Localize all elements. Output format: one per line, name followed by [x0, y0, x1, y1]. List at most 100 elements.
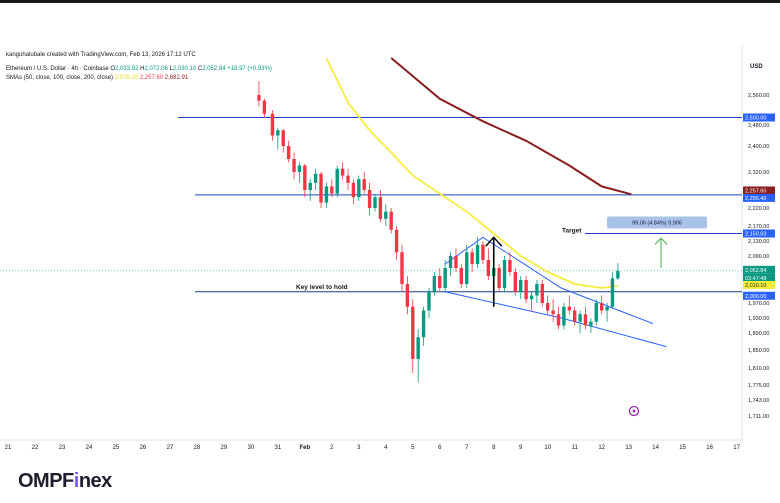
- candle-body-33[interactable]: [438, 276, 442, 288]
- candle-body-60[interactable]: [583, 314, 588, 326]
- y-tick-label-9: 1,930.00: [748, 316, 769, 322]
- x-tick-label-0: 21: [5, 445, 12, 451]
- candle-body-14[interactable]: [335, 168, 339, 194]
- x-tick-label-22: 12: [598, 445, 605, 451]
- price-tag-bg-0: [743, 113, 775, 122]
- y-tick-label-5: 2,170.00: [748, 224, 769, 230]
- candle-body-30[interactable]: [421, 310, 426, 338]
- x-tick-label-1: 22: [32, 445, 39, 451]
- candle-body-11[interactable]: [319, 173, 323, 203]
- candle-body-21[interactable]: [373, 197, 377, 208]
- candle-body-13[interactable]: [330, 186, 334, 194]
- candle-body-15[interactable]: [340, 168, 345, 176]
- legend-sma100: 2,257.60: [139, 75, 164, 81]
- wedge-lower-line: [445, 291, 667, 348]
- candle-body-3[interactable]: [276, 130, 280, 136]
- target-label: Target: [562, 227, 582, 234]
- candle-body-49[interactable]: [524, 280, 528, 300]
- candle-body-66[interactable]: [616, 270, 620, 279]
- candlestick-chart[interactable]: 99.06 (4.84%) 9,906 Target Key level to ho…: [0, 45, 780, 455]
- candle-body-17[interactable]: [351, 182, 356, 198]
- x-tick-label-14: 4: [384, 445, 388, 451]
- candle-body-40[interactable]: [475, 244, 480, 264]
- candle-body-37[interactable]: [459, 268, 464, 284]
- candle-body-55[interactable]: [556, 314, 561, 326]
- candle-body-32[interactable]: [432, 276, 437, 292]
- legend-high: 2,072.06: [144, 66, 168, 72]
- candle-body-64[interactable]: [605, 306, 609, 311]
- candle-body-8[interactable]: [303, 165, 307, 191]
- y-tick-label-0: 2,560.00: [748, 93, 769, 99]
- candle-body-47[interactable]: [513, 272, 518, 292]
- y-tick-label-8: 1,970.00: [748, 301, 769, 307]
- candle-body-54[interactable]: [551, 310, 555, 315]
- candle-body-29[interactable]: [416, 337, 420, 359]
- candle-body-2[interactable]: [270, 113, 275, 136]
- candle-body-7[interactable]: [297, 165, 302, 173]
- legend-open: 2,033.92: [115, 66, 139, 72]
- target-arrow-head: [654, 237, 668, 245]
- candle-body-26[interactable]: [400, 252, 404, 284]
- candle-body-48[interactable]: [519, 280, 523, 292]
- price-tag-label-4: 2,052.84: [745, 268, 766, 274]
- candle-body-24[interactable]: [389, 211, 393, 230]
- chart-area[interactable]: 99.06 (4.84%) 9,906 Target Key level to ho…: [0, 45, 780, 455]
- candle-body-42[interactable]: [486, 260, 491, 276]
- price-tag-label-5: 03:47:48: [745, 276, 766, 282]
- candle-body-23[interactable]: [384, 211, 388, 219]
- candle-body-38[interactable]: [465, 252, 469, 284]
- candle-body-34[interactable]: [443, 268, 447, 288]
- x-tick-label-23: 13: [625, 445, 632, 451]
- candle-body-6[interactable]: [292, 159, 296, 172]
- candle-body-51[interactable]: [535, 284, 539, 296]
- candle-body-56[interactable]: [562, 306, 566, 326]
- candle-body-58[interactable]: [572, 310, 577, 322]
- price-tag-bg-7: [743, 291, 775, 300]
- sma50-line: [325, 57, 619, 289]
- candle-body-39[interactable]: [470, 252, 474, 264]
- candle-body-50[interactable]: [529, 295, 534, 300]
- price-tag-bg-5: [743, 273, 775, 282]
- candle-body-63[interactable]: [599, 303, 604, 311]
- candle-body-59[interactable]: [578, 314, 582, 322]
- candle-body-19[interactable]: [362, 179, 366, 190]
- x-tick-label-7: 28: [194, 445, 201, 451]
- candle-body-36[interactable]: [454, 256, 458, 268]
- candle-body-4[interactable]: [281, 130, 285, 146]
- candle-body-9[interactable]: [308, 182, 312, 190]
- candle-body-25[interactable]: [394, 229, 399, 253]
- candle-body-62[interactable]: [594, 303, 598, 322]
- candle-body-10[interactable]: [313, 173, 318, 183]
- replay-icon[interactable]: [628, 405, 640, 417]
- x-tick-label-26: 16: [706, 445, 713, 451]
- candle-body-22[interactable]: [378, 197, 383, 219]
- measure-box: [607, 216, 707, 229]
- y-tick-label-14: 1,743.00: [748, 398, 769, 404]
- x-tick-label-24: 14: [652, 445, 659, 451]
- candle-body-16[interactable]: [346, 175, 350, 183]
- candle-body-41[interactable]: [481, 244, 485, 260]
- candle-body-46[interactable]: [508, 260, 512, 272]
- candle-body-28[interactable]: [411, 306, 415, 359]
- candle-body-52[interactable]: [540, 284, 545, 303]
- candle-body-45[interactable]: [502, 260, 507, 288]
- candle-body-61[interactable]: [589, 321, 593, 326]
- candle-body-53[interactable]: [546, 303, 550, 311]
- candle-body-65[interactable]: [610, 278, 615, 307]
- candle-body-57[interactable]: [567, 306, 571, 311]
- candle-body-1[interactable]: [262, 100, 267, 114]
- candle-body-20[interactable]: [367, 190, 372, 208]
- candle-body-18[interactable]: [357, 179, 361, 198]
- candle-body-12[interactable]: [324, 186, 329, 203]
- candle-body-5[interactable]: [286, 146, 291, 159]
- chart-credit: kanguhalubale created with TradingView.c…: [6, 52, 196, 58]
- candle-body-0[interactable]: [257, 95, 261, 101]
- price-tag-label-0: 2,500.00: [745, 116, 766, 122]
- candle-body-35[interactable]: [448, 256, 453, 268]
- x-tick-label-15: 5: [411, 445, 415, 451]
- price-tag-bg-4: [743, 265, 775, 274]
- candle-body-44[interactable]: [497, 268, 501, 288]
- x-tick-label-5: 26: [140, 445, 147, 451]
- candle-body-27[interactable]: [405, 284, 410, 307]
- candle-body-31[interactable]: [427, 291, 431, 311]
